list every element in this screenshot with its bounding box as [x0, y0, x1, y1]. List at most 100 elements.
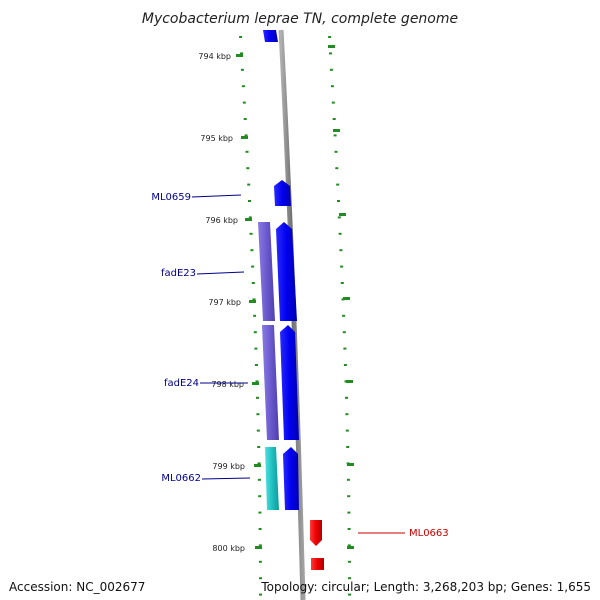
- minor-tick: [337, 200, 340, 202]
- gene-label-ML0662[interactable]: ML0662: [161, 473, 251, 484]
- minor-tick: [336, 183, 340, 186]
- minor-tick: [251, 282, 255, 284]
- cds-ML0662: [283, 447, 299, 510]
- tick-label: 795 kbp: [200, 134, 233, 143]
- minor-tick: [342, 314, 346, 317]
- minor-tick: [258, 511, 262, 514]
- gene-label-fadE24[interactable]: fadE24: [164, 378, 248, 389]
- minor-tick: [257, 478, 261, 481]
- minor-tick: [346, 446, 350, 448]
- minor-tick: [329, 52, 332, 55]
- orf-feature: [262, 325, 279, 440]
- minor-tick: [247, 183, 251, 186]
- minor-tick: [343, 364, 347, 366]
- minor-tick: [343, 347, 347, 350]
- right-tick-ring: [328, 36, 351, 596]
- minor-tick: [337, 216, 341, 219]
- minor-tick: [345, 413, 349, 416]
- minor-tick: [345, 396, 348, 399]
- minor-tick: [256, 396, 259, 399]
- minor-tick: [256, 413, 260, 416]
- minor-tick: [253, 314, 257, 317]
- cds-ML0663: [310, 520, 322, 546]
- feature-track: [258, 222, 279, 510]
- minor-tick: [340, 282, 344, 284]
- minor-tick: [328, 36, 332, 38]
- minor-tick: [346, 478, 350, 481]
- minor-tick: [254, 364, 258, 366]
- minor-tick: [258, 495, 262, 498]
- minor-tick: [259, 577, 262, 580]
- gene-label-text[interactable]: fadE24: [164, 378, 199, 389]
- minor-tick: [242, 101, 246, 104]
- genome-summary-text: Topology: circular; Length: 3,268,203 bp…: [261, 580, 591, 594]
- cds-fadE23: [276, 222, 297, 321]
- minor-tick: [348, 577, 351, 580]
- gene-label-text[interactable]: fadE23: [161, 268, 196, 279]
- minor-tick: [348, 593, 351, 596]
- minor-tick: [347, 560, 351, 563]
- gene-label-ML0663[interactable]: ML0663: [358, 528, 449, 539]
- minor-tick: [250, 249, 254, 252]
- cds-fadE24: [280, 325, 299, 440]
- gene-label-ML0659[interactable]: ML0659: [151, 192, 242, 203]
- minor-tick: [258, 560, 262, 563]
- minor-tick: [258, 544, 262, 547]
- minor-tick: [251, 265, 255, 268]
- minor-tick: [243, 118, 247, 120]
- tick-800: 800 kbp: [212, 544, 262, 553]
- minor-tick: [246, 167, 250, 170]
- minor-tick: [256, 429, 260, 432]
- cds-bottom-red: [311, 558, 324, 570]
- tick-label: 799 kbp: [212, 462, 245, 471]
- tick-label: 798 kbp: [211, 380, 244, 389]
- minor-tick: [253, 331, 257, 334]
- minor-tick: [329, 68, 333, 71]
- tick-799: 799 kbp: [212, 462, 261, 471]
- orf-feature: [258, 222, 275, 321]
- minor-tick: [333, 134, 337, 137]
- tick-795: 795 kbp: [200, 134, 248, 143]
- forward-cds-track: [263, 30, 299, 510]
- minor-tick: [347, 528, 351, 530]
- cds-ML0659: [274, 180, 291, 206]
- minor-tick: [240, 68, 244, 71]
- accession-text: Accession: NC_002677: [9, 580, 146, 594]
- cds-top: [263, 30, 278, 42]
- gene-label-text[interactable]: ML0663: [409, 528, 449, 539]
- gene-label-text[interactable]: ML0662: [161, 473, 201, 484]
- tick-label: 796 kbp: [205, 216, 238, 225]
- minor-tick: [241, 85, 245, 88]
- minor-tick: [245, 150, 249, 153]
- gene-label-fadE23[interactable]: fadE23: [161, 268, 245, 279]
- right-major-ticks: [328, 45, 354, 549]
- minor-tick: [331, 101, 335, 104]
- tick-794: 794 kbp: [198, 52, 243, 61]
- left-tick-ring: [239, 36, 262, 596]
- gene-label-text[interactable]: ML0659: [151, 192, 191, 203]
- tick-label: 797 kbp: [208, 298, 241, 307]
- minor-tick: [334, 150, 338, 153]
- minor-tick: [248, 216, 252, 219]
- reverse-cds-track: [310, 520, 324, 570]
- orf-feature: [265, 447, 279, 510]
- minor-tick: [257, 462, 261, 465]
- minor-tick: [254, 347, 258, 350]
- minor-tick: [330, 85, 334, 88]
- tick-label: 800 kbp: [212, 544, 245, 553]
- minor-tick: [345, 429, 349, 432]
- tick-796: 796 kbp: [205, 216, 252, 225]
- minor-tick: [240, 52, 243, 55]
- minor-tick: [248, 200, 251, 202]
- minor-tick: [249, 232, 253, 235]
- minor-tick: [332, 118, 336, 120]
- minor-tick: [338, 232, 342, 235]
- minor-tick: [347, 544, 351, 547]
- tick-797: 797 kbp: [208, 298, 256, 307]
- minor-tick: [347, 495, 351, 498]
- map-title: Mycobacterium leprae TN, complete genome: [142, 11, 458, 27]
- tick-label: 794 kbp: [198, 52, 231, 61]
- minor-tick: [347, 511, 351, 514]
- minor-tick: [258, 528, 262, 530]
